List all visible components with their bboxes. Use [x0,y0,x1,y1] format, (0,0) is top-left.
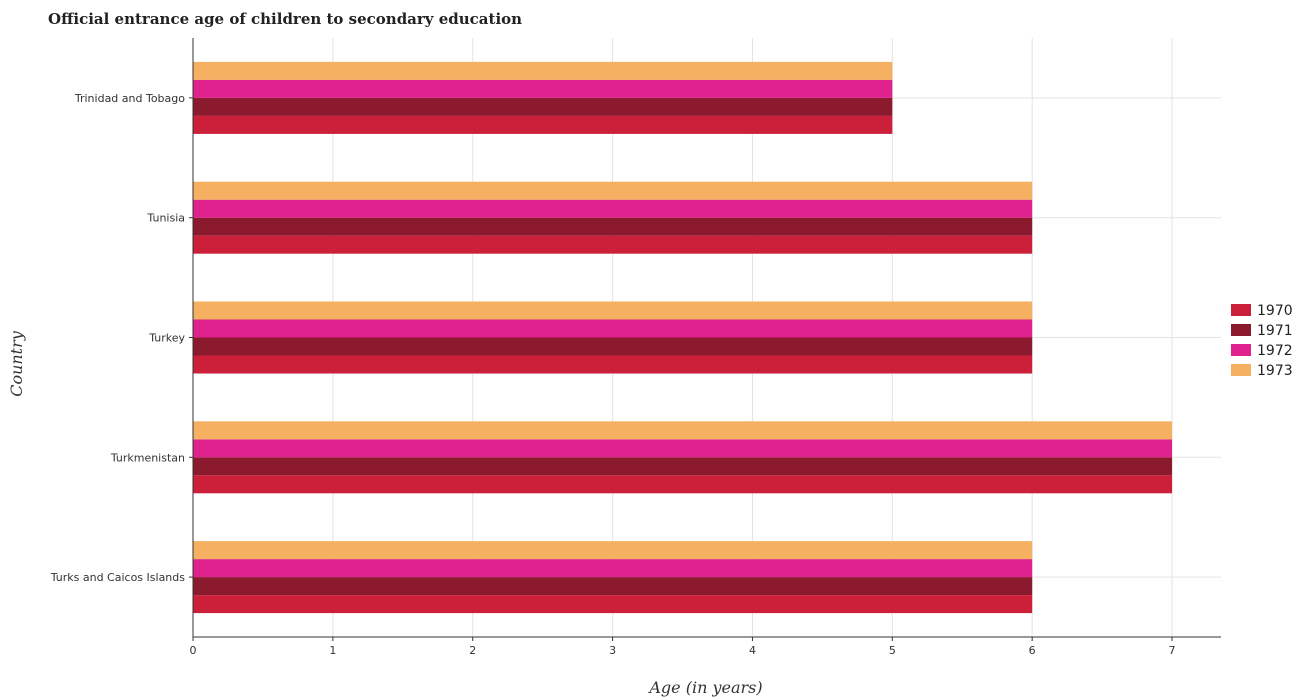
bar-1970-trinidad-and-tobago [193,115,893,134]
bars [193,61,1173,614]
bar-1972-tunisia [193,199,1033,218]
x-tick-label: 3 [609,644,616,657]
bar-1972-trinidad-and-tobago [193,79,893,98]
x-tick-label: 2 [469,644,476,657]
legend-label-1970: 1970 [1257,303,1293,319]
bar-1971-turkmenistan [193,457,1173,476]
bar-1970-tunisia [193,235,1033,254]
y-tick-labels: Trinidad and Tobago Tunisia Turkey Turkmeni… [50,92,193,584]
x-axis-label: Age (in years) [647,678,762,697]
legend-swatch-1973 [1231,364,1251,376]
legend-swatch-1971 [1231,324,1251,336]
y-tick-label: Turkey [148,332,185,345]
bar-1970-turks-and-caicos-islands [193,595,1033,614]
y-tick-label: Tunisia [146,212,185,225]
x-tick-labels: 0 1 2 3 4 5 6 7 [190,637,1176,657]
bar-1971-turks-and-caicos-islands [193,577,1033,596]
y-axis-label: Country [7,330,26,397]
bar-1972-turks-and-caicos-islands [193,559,1033,578]
y-tick-label: Trinidad and Tobago [74,92,185,105]
legend-swatch-1970 [1231,304,1251,316]
bar-1973-turkey [193,301,1033,320]
x-tick-label: 1 [329,644,336,657]
bar-1971-trinidad-and-tobago [193,97,893,116]
chart-title: Official entrance age of children to sec… [48,10,522,28]
bar-1973-tunisia [193,181,1033,200]
y-tick-label: Turks and Caicos Islands [50,571,186,584]
bar-1971-turkey [193,337,1033,356]
legend-label-1972: 1972 [1257,343,1293,359]
bar-1970-turkey [193,355,1033,374]
x-tick-label: 0 [190,644,197,657]
legend-swatch-1972 [1231,344,1251,356]
x-tick-label: 5 [889,644,896,657]
bar-1973-turkmenistan [193,421,1173,440]
x-tick-label: 4 [749,644,756,657]
x-tick-label: 7 [1169,644,1176,657]
bar-1973-turks-and-caicos-islands [193,541,1033,560]
x-tick-label: 6 [1029,644,1036,657]
bar-1972-turkmenistan [193,439,1173,458]
legend-label-1973: 1973 [1257,363,1293,379]
bar-1970-turkmenistan [193,475,1173,494]
bar-1971-tunisia [193,217,1033,236]
legend-label-1971: 1971 [1257,323,1293,339]
bar-1973-trinidad-and-tobago [193,61,893,80]
y-tick-label: Turkmenistan [110,451,185,464]
bar-1972-turkey [193,319,1033,338]
legend: 1970 1971 1972 1973 [1231,303,1293,379]
